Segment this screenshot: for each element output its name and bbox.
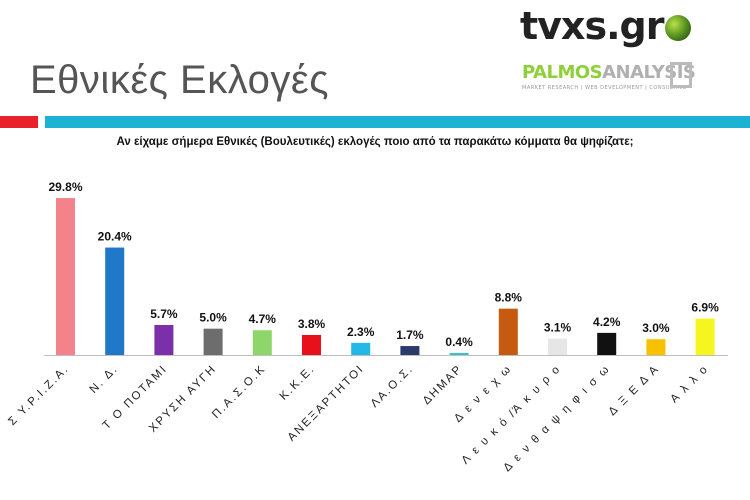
chart-title: Αν είχαμε σήμερα Εθνικές (Βουλευτικές) ε… (116, 136, 634, 148)
bar (351, 342, 371, 355)
data-label: 4.7% (249, 312, 277, 326)
data-label: 29.8% (48, 180, 82, 194)
data-label: 5.7% (150, 307, 178, 321)
category-label: Σ Υ.Ρ.Ι.Ζ.Α. (6, 363, 71, 428)
data-label: 3.8% (298, 317, 326, 331)
category-label: Α λ λ ο (668, 363, 711, 406)
category-label: ΛΑ.Ο.Σ. (369, 363, 416, 410)
bar (105, 247, 125, 355)
globe-icon (665, 15, 692, 41)
page-title: Εθνικές Εκλογές (30, 58, 329, 102)
category-label: Ν. Δ. (88, 363, 121, 396)
palmos-logo-tagline: MARKET RESEARCH | WEB DEVELOPMENT | CONS… (522, 85, 687, 91)
tvxs-logo-text: tvxs.gr (520, 4, 664, 48)
header-accent-red (0, 116, 38, 128)
data-label: 8.8% (495, 291, 523, 305)
bar (252, 330, 272, 355)
bar (646, 339, 666, 355)
category-label: Δ Ξ Ε Δ Α (607, 363, 662, 418)
header-accent-cyan (45, 116, 750, 128)
palmos-analysis-logo: PALMOSANALYSIS MARKET RESEARCH | WEB DEV… (522, 62, 696, 102)
category-label: Λ ε υ κ ό /Ά κ υ ρ ο (460, 363, 564, 467)
category-label: ΔΗΜΑΡ (421, 363, 465, 407)
bar (203, 328, 223, 355)
tvxs-logo: tvxs.gr (520, 4, 692, 48)
bar (548, 338, 567, 355)
category-label: Δ ε ν θ α ψ η φ ι σ ω (501, 363, 612, 474)
data-label: 4.2% (593, 315, 621, 329)
bar (400, 346, 420, 355)
data-label: 1.7% (396, 328, 424, 342)
bar (154, 324, 174, 355)
data-label: 6.9% (691, 301, 719, 315)
data-label: 3.1% (544, 321, 572, 335)
data-label: 0.4% (445, 335, 473, 349)
data-label: 20.4% (98, 230, 132, 244)
bar (56, 198, 75, 355)
palmos-logo-part1: PALMOS (522, 62, 603, 83)
bar (695, 318, 715, 355)
bar (302, 334, 321, 355)
bar (449, 352, 469, 355)
data-label: 5.0% (199, 311, 227, 325)
category-label: Κ.Κ.Ε. (278, 363, 318, 403)
bar (597, 332, 617, 355)
palmos-square-icon (670, 62, 692, 88)
data-label: 3.0% (642, 321, 670, 335)
bar (498, 308, 518, 355)
data-label: 2.3% (347, 325, 375, 339)
